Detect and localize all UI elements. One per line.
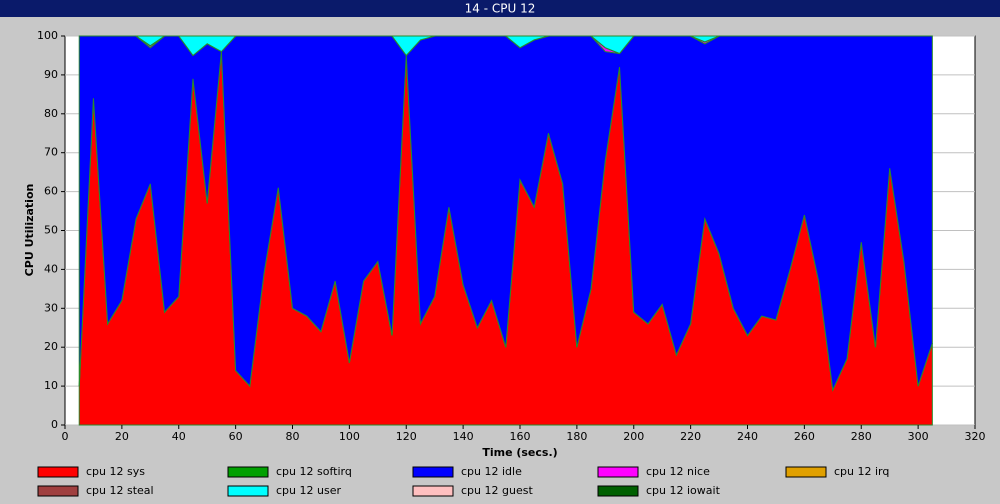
- legend-label: cpu 12 softirq: [276, 465, 352, 478]
- x-tick-label: 20: [115, 430, 129, 443]
- x-tick-label: 280: [851, 430, 872, 443]
- legend-label: cpu 12 iowait: [646, 484, 721, 497]
- legend-label: cpu 12 steal: [86, 484, 154, 497]
- x-tick-label: 260: [794, 430, 815, 443]
- x-tick-label: 220: [680, 430, 701, 443]
- legend-swatch: [37, 466, 79, 478]
- y-tick-label: 100: [37, 29, 58, 42]
- y-tick-label: 20: [44, 340, 58, 353]
- x-tick-label: 200: [623, 430, 644, 443]
- y-tick-label: 30: [44, 301, 58, 314]
- x-tick-label: 240: [737, 430, 758, 443]
- x-tick-label: 80: [286, 430, 300, 443]
- y-tick-label: 0: [51, 418, 58, 431]
- legend-swatch: [227, 466, 269, 478]
- y-tick-label: 10: [44, 379, 58, 392]
- legend-swatch: [597, 485, 639, 497]
- x-tick-label: 140: [453, 430, 474, 443]
- x-tick-label: 320: [965, 430, 986, 443]
- y-axis-label: CPU Utilization: [23, 184, 36, 277]
- y-tick-label: 80: [44, 107, 58, 120]
- x-tick-label: 160: [510, 430, 531, 443]
- legend-label: cpu 12 nice: [646, 465, 710, 478]
- x-axis-label: Time (secs.): [482, 446, 557, 459]
- plot-layer: [65, 35, 975, 426]
- legend-label: cpu 12 user: [276, 484, 341, 497]
- y-tick-label: 50: [44, 224, 58, 237]
- x-tick-label: 180: [566, 430, 587, 443]
- y-tick-label: 70: [44, 146, 58, 159]
- legend-swatch: [597, 466, 639, 478]
- legend-label: cpu 12 guest: [461, 484, 533, 497]
- legend-label: cpu 12 sys: [86, 465, 145, 478]
- legend-swatch: [412, 485, 454, 497]
- legend-swatch: [412, 466, 454, 478]
- legend-swatch: [785, 466, 827, 478]
- x-tick-label: 300: [908, 430, 929, 443]
- title-bar: [0, 0, 1000, 17]
- legend-swatch: [37, 485, 79, 497]
- window-title: 14 - CPU 12: [465, 2, 536, 16]
- legend-swatch: [227, 485, 269, 497]
- legend-label: cpu 12 irq: [834, 465, 889, 478]
- x-tick-label: 40: [172, 430, 186, 443]
- x-tick-label: 120: [396, 430, 417, 443]
- x-tick-label: 0: [62, 430, 69, 443]
- y-tick-label: 90: [44, 68, 58, 81]
- x-tick-label: 100: [339, 430, 360, 443]
- x-tick-label: 60: [229, 430, 243, 443]
- y-tick-label: 40: [44, 262, 58, 275]
- y-tick-label: 60: [44, 185, 58, 198]
- legend-label: cpu 12 idle: [461, 465, 522, 478]
